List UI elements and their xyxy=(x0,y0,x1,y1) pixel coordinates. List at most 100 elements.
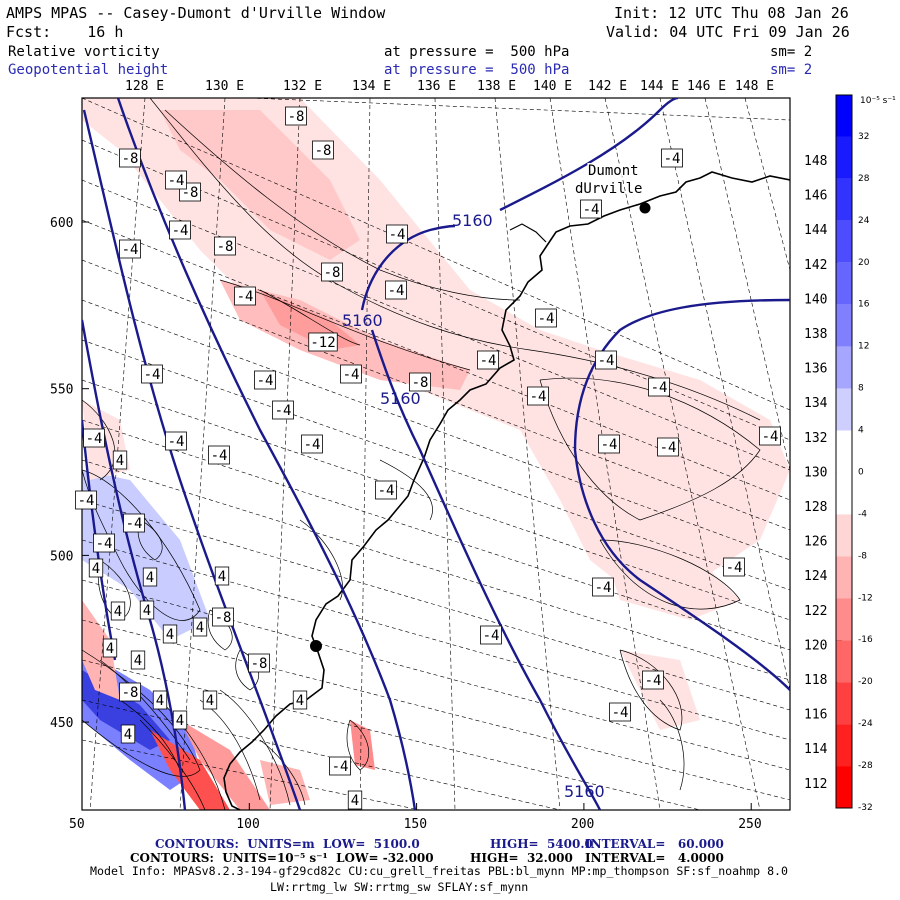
longitude-label: 134 E xyxy=(352,79,391,94)
colorbar-label: 4 xyxy=(858,426,864,436)
colorbar-label: 28 xyxy=(858,174,870,184)
vorticity-label: -4 xyxy=(123,513,145,533)
vorticity-label: 4 xyxy=(130,650,146,670)
casey-station-marker xyxy=(310,640,322,652)
field2-name: Geopotential height xyxy=(8,62,169,78)
latitude-label: 148 E xyxy=(804,154,843,169)
svg-text:-4: -4 xyxy=(304,437,321,453)
height-label: 5160 xyxy=(342,311,383,330)
vorticity-label: 4 xyxy=(110,601,126,621)
vorticity-shading xyxy=(82,98,790,810)
longitude-label: 136 E xyxy=(417,79,456,94)
svg-text:4: 4 xyxy=(206,693,214,709)
colorbar-swatch xyxy=(836,262,852,305)
svg-text:-8: -8 xyxy=(251,656,268,672)
vorticity-label: -4 xyxy=(723,557,745,577)
x-tick-label: 200 xyxy=(571,817,594,832)
vorticity-label: -4 xyxy=(165,170,187,190)
svg-text:-8: -8 xyxy=(412,375,429,391)
x-axis-ticks: 50 100 150 200 250 xyxy=(69,803,762,832)
colorbar-swatch xyxy=(836,430,852,473)
vorticity-label: -4 xyxy=(141,364,163,384)
field1-smoothing: sm= 2 xyxy=(770,44,813,60)
svg-text:4: 4 xyxy=(218,569,226,585)
vorticity-label: 4 xyxy=(88,558,104,578)
init-time: Init: 12 UTC Thu 08 Jan 26 xyxy=(614,4,849,22)
svg-text:-4: -4 xyxy=(332,759,349,775)
dumont-label-line1: Dumont xyxy=(588,163,639,179)
vorticity-label: -4 xyxy=(759,426,781,446)
vorticity-label: -4 xyxy=(527,386,549,406)
vorticity-label: -4 xyxy=(595,350,617,370)
y-axis-ticks: 600 550 500 450 xyxy=(50,216,89,731)
svg-text:-4: -4 xyxy=(96,536,113,552)
vorticity-label: 4 xyxy=(112,450,128,470)
vorticity-label: 4 xyxy=(202,690,218,710)
x-tick-label: 50 xyxy=(69,817,85,832)
footer-model-info: Model Info: MPASv8.2.3-194-gf29cd82c CU:… xyxy=(90,864,789,878)
colorbar-swatch xyxy=(836,556,852,599)
x-tick-label: 250 xyxy=(738,817,761,832)
svg-text:-4: -4 xyxy=(389,227,406,243)
vorticity-label: -4 xyxy=(165,431,187,451)
svg-text:-4: -4 xyxy=(388,283,405,299)
colorbar-swatch xyxy=(836,304,852,347)
svg-text:-8: -8 xyxy=(288,109,305,125)
dumont-durville-marker xyxy=(639,202,651,214)
field1-name: Relative vorticity xyxy=(8,44,160,60)
svg-text:-8: -8 xyxy=(324,265,341,281)
colorbar-swatch xyxy=(836,724,852,767)
latitude-label: 142 E xyxy=(804,258,843,273)
footer-vort-interval: INTERVAL= 4.0000 xyxy=(585,851,724,865)
svg-text:-4: -4 xyxy=(172,223,189,239)
svg-text:-4: -4 xyxy=(664,151,681,167)
latitude-labels: 148 E 146 E 144 E 142 E 140 E 138 E 136 E 134 E… xyxy=(804,154,843,792)
colorbar-units: 10⁻⁵ s⁻¹ xyxy=(860,96,896,106)
vorticity-contours xyxy=(82,98,761,810)
svg-text:-4: -4 xyxy=(126,516,143,532)
latitude-label: 114 E xyxy=(804,742,843,757)
x-tick-label: 150 xyxy=(404,817,427,832)
svg-text:-4: -4 xyxy=(530,389,547,405)
colorbar-label: -32 xyxy=(858,803,873,813)
vorticity-label: -4 xyxy=(642,670,664,690)
latitude-label: 136 E xyxy=(804,362,843,377)
colorbar-label: 32 xyxy=(858,132,869,142)
vorticity-label: 4 xyxy=(192,617,208,637)
colorbar-swatch xyxy=(836,514,852,557)
footer-physics-info: LW:rrtmg_lw SW:rrtmg_sw SFLAY:sf_mynn xyxy=(270,880,529,894)
svg-text:4: 4 xyxy=(351,793,359,809)
svg-text:4: 4 xyxy=(124,727,132,743)
vorticity-label: 4 xyxy=(292,690,308,710)
svg-text:-4: -4 xyxy=(275,403,292,419)
longitude-label: 128 E xyxy=(125,79,164,94)
colorbar: 32 28 24 20 16 12 8 4 0 -4 -8 -12 -16 -20 -24 -28 -32 xyxy=(835,94,873,813)
colorbar-label: 8 xyxy=(858,384,864,394)
x-tick-label: 100 xyxy=(236,817,259,832)
footer-height-high: HIGH= 5400.0 xyxy=(490,837,593,851)
svg-text:-4: -4 xyxy=(538,311,555,327)
colorbar-swatch xyxy=(836,682,852,725)
vorticity-label: -4 xyxy=(83,428,105,448)
vorticity-label: -4 xyxy=(234,286,256,306)
latitude-label: 144 E xyxy=(804,223,843,238)
map-title: AMPS MPAS -- Casey-Dumont d'Urville Wind… xyxy=(6,4,386,22)
vorticity-label: -4 xyxy=(385,280,407,300)
svg-text:-4: -4 xyxy=(343,367,360,383)
svg-text:-4: -4 xyxy=(144,367,161,383)
svg-text:-4: -4 xyxy=(86,431,103,447)
svg-text:-12: -12 xyxy=(310,335,335,351)
vorticity-label: 4 xyxy=(172,710,188,730)
vorticity-label: 4 xyxy=(152,690,168,710)
latitude-label: 132 E xyxy=(804,431,843,446)
vorticity-label: -8 xyxy=(321,262,343,282)
colorbar-swatch xyxy=(836,178,852,221)
footer-vort-high: HIGH= 32.000 xyxy=(470,851,573,865)
vorticity-label: -8 xyxy=(119,148,141,168)
vorticity-label: -4 xyxy=(329,756,351,776)
colorbar-swatch xyxy=(836,766,852,808)
vorticity-label: -4 xyxy=(119,239,141,259)
svg-text:4: 4 xyxy=(106,641,114,657)
height-label: 5160 xyxy=(380,389,421,408)
vorticity-label: -4 xyxy=(169,220,191,240)
